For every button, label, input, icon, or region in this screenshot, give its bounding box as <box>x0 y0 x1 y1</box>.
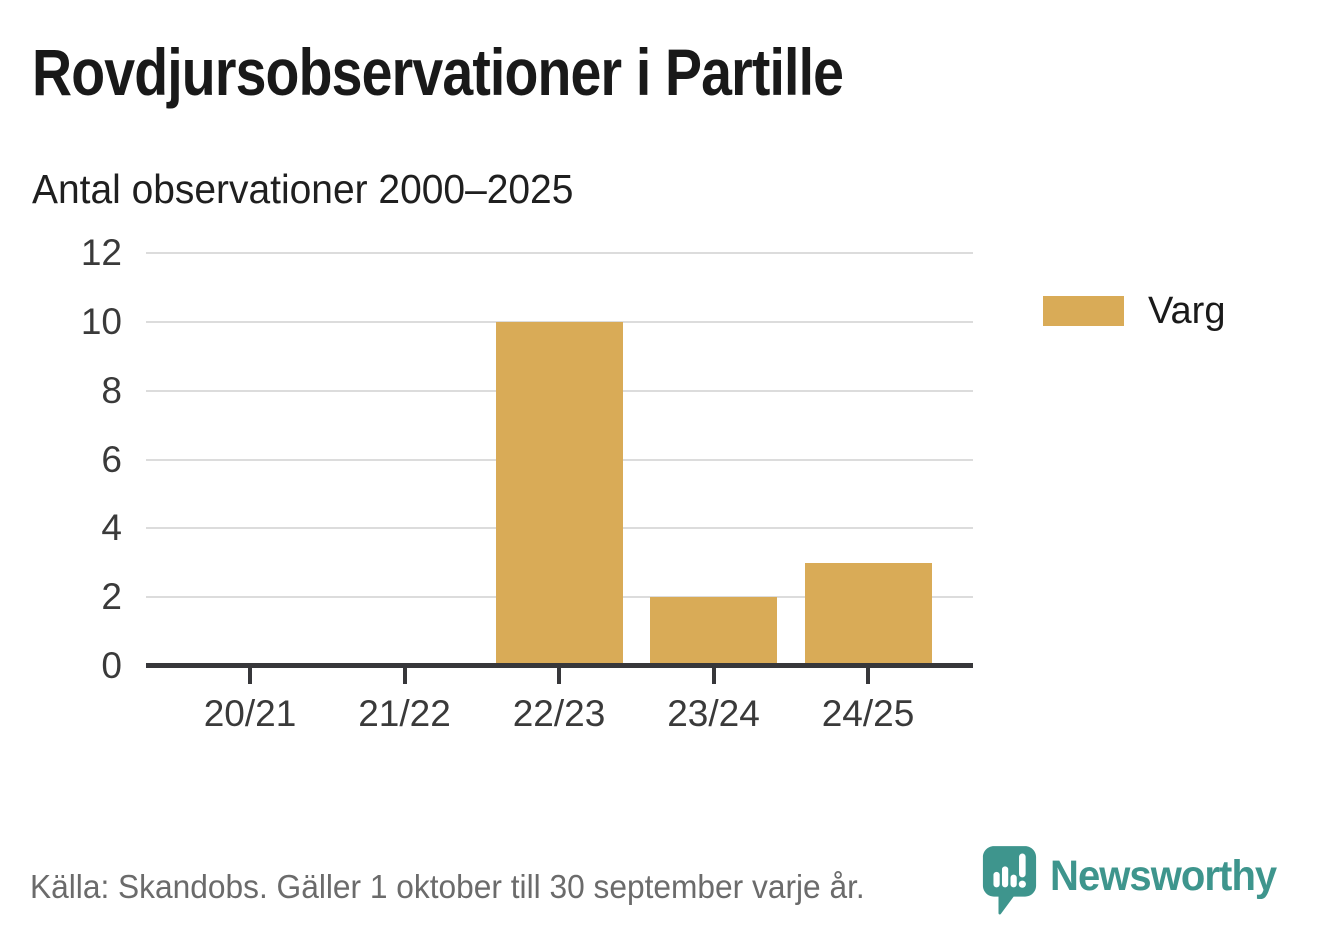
y-axis-label-4: 4 <box>101 507 122 549</box>
x-tick-20-21 <box>248 668 252 684</box>
y-axis-label-12: 12 <box>80 232 122 273</box>
x-tick-21-22 <box>402 668 407 684</box>
y-axis-label-6: 6 <box>101 438 122 480</box>
x-axis-label-23-24: 23/24 <box>667 693 760 734</box>
source-note: Källa: Skandobs. Gäller 1 oktober till 3… <box>30 868 865 905</box>
legend-swatch-varg <box>1043 296 1124 326</box>
x-axis-label-22-23: 22/23 <box>512 693 606 734</box>
y-axis-label-8: 8 <box>101 369 122 411</box>
chart-legend: Varg <box>1043 291 1225 331</box>
x-tick-23-24 <box>711 668 716 684</box>
x-tick-22-23 <box>557 668 561 684</box>
y-axis-label-0: 0 <box>101 645 122 686</box>
chart-title: Rovdjursobservationer i Partille <box>32 35 844 109</box>
bar-24-25 <box>804 562 932 666</box>
y-axis-label-10: 10 <box>80 300 122 342</box>
x-axis-line <box>146 663 973 668</box>
x-axis-label-24-25: 24/25 <box>821 693 915 734</box>
gridline-y-12 <box>146 252 973 254</box>
newsworthy-logo-icon <box>982 846 1037 915</box>
x-axis-label-21-22: 21/22 <box>358 693 451 734</box>
x-tick-24-25 <box>866 668 870 684</box>
newsworthy-logo: Newsworthy <box>982 845 1293 917</box>
y-axis-label-2: 2 <box>101 576 122 618</box>
chart-subtitle: Antal observationer 2000–2025 <box>32 166 574 212</box>
newsworthy-wordmark: Newsworthy <box>1050 852 1277 900</box>
bar-22-23 <box>495 321 623 666</box>
legend-label-varg: Varg <box>1148 290 1226 332</box>
bar-23-24 <box>650 597 777 666</box>
x-axis-label-20-21: 20/21 <box>203 693 297 734</box>
